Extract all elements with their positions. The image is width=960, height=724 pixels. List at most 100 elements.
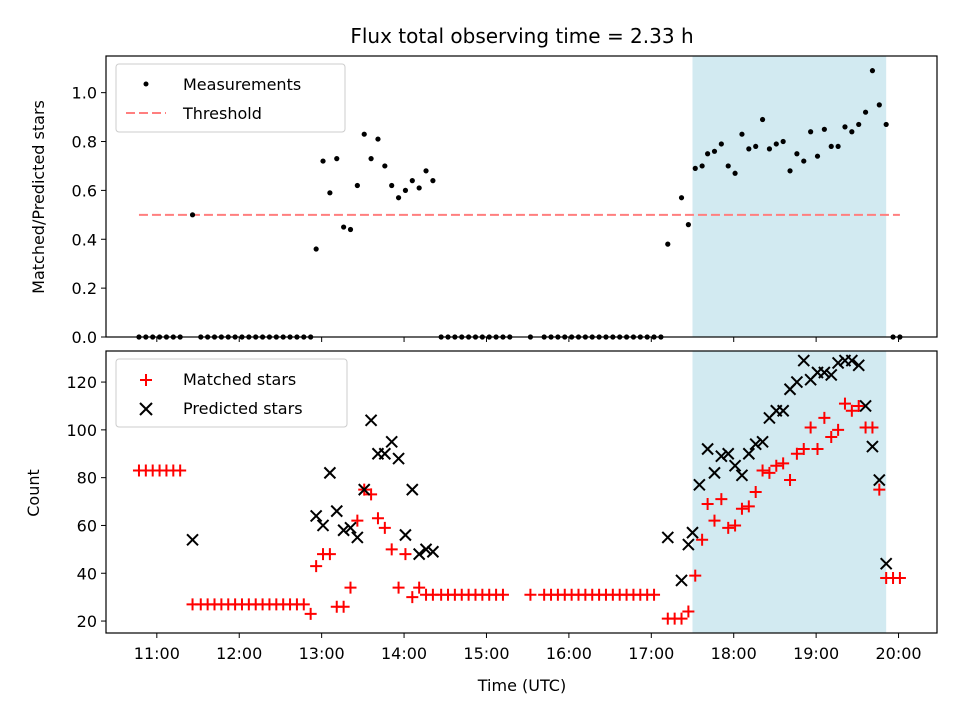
predicted-star-point	[818, 366, 831, 379]
x-tick-label: 11:00	[134, 644, 180, 663]
observing-window-shade	[692, 56, 887, 337]
matched-star-point	[722, 521, 735, 534]
predicted-star-point	[722, 447, 735, 460]
legend-threshold-label: Threshold	[182, 104, 262, 123]
predicted-star-point	[364, 414, 378, 427]
legend-measurements-marker	[143, 81, 149, 87]
y-tick-label: 60	[77, 516, 97, 535]
matched-star-point	[648, 588, 661, 601]
y-tick-label: 0.4	[72, 230, 97, 249]
measurement-point	[389, 182, 395, 189]
predicted-star-point	[859, 399, 872, 413]
measurement-point	[780, 138, 786, 145]
measurement-point	[189, 212, 196, 218]
measurement-point	[814, 153, 821, 159]
legend-predicted-marker	[139, 402, 153, 416]
y-tick-label: 1.0	[72, 84, 97, 103]
y-tick-label: 0.0	[72, 328, 97, 347]
matched-star-point	[735, 502, 748, 515]
measurement-point	[699, 163, 705, 169]
measurement-point	[711, 148, 718, 154]
matched-star-point	[696, 533, 709, 546]
count-axes-frame	[105, 350, 938, 634]
predicted-star-point	[682, 538, 695, 551]
x-tick-label: 18:00	[711, 644, 757, 663]
matched-star-point	[524, 588, 537, 601]
measurement-point	[320, 158, 326, 164]
matched-star-point	[804, 421, 817, 434]
matched-star-point	[323, 548, 336, 561]
predicted-star-point	[330, 504, 343, 518]
ratio-y-axis-label: Matched/Predicted stars	[29, 100, 48, 294]
measurement-point	[430, 178, 436, 184]
matched-star-point	[873, 483, 886, 496]
predicted-star-point	[309, 509, 323, 523]
predicted-star-point	[708, 466, 721, 480]
measurement-point	[354, 182, 360, 189]
predicted-star-point	[412, 547, 426, 561]
y-tick-label: 100	[66, 421, 97, 440]
legend-matched-marker	[140, 374, 152, 386]
measurement-point	[883, 121, 889, 128]
x-tick-label: 19:00	[793, 644, 839, 663]
y-tick-label: 120	[66, 373, 97, 392]
matched-star-point	[708, 514, 721, 527]
predicted-star-point	[693, 478, 706, 492]
matched-star-point	[866, 421, 879, 434]
matched-star-point	[832, 423, 845, 436]
measurement-point	[402, 187, 409, 193]
measurement-point	[862, 109, 869, 115]
measurement-point	[313, 246, 319, 252]
matched-star-point	[337, 600, 350, 613]
matched-star-point	[682, 605, 695, 618]
matched-star-point	[742, 500, 755, 513]
measurement-point	[409, 178, 415, 184]
matched-star-point	[715, 493, 728, 506]
matched-star-point	[344, 581, 357, 594]
legend-predicted-label: Predicted stars	[183, 399, 303, 418]
matched-star-point	[852, 399, 865, 412]
measurement-point	[395, 195, 402, 201]
measurement-point	[368, 156, 374, 162]
predicted-star-point	[385, 435, 398, 449]
matched-star-point	[675, 612, 688, 625]
measurement-point	[341, 224, 347, 230]
matched-star-point	[174, 464, 187, 477]
y-tick-label: 40	[77, 564, 97, 583]
matched-star-point	[838, 397, 851, 410]
predicted-star-point	[661, 531, 674, 544]
measurement-point	[705, 151, 711, 157]
y-tick-label: 0.8	[72, 133, 97, 152]
matched-star-point	[413, 581, 426, 594]
predicted-star-point	[852, 359, 865, 372]
predicted-star-points	[186, 354, 893, 587]
measurement-point	[739, 131, 745, 137]
measurement-point	[692, 165, 698, 171]
x-tick-label: 12:00	[216, 644, 262, 663]
measurement-point	[382, 163, 388, 169]
predicted-star-point	[358, 483, 371, 496]
matched-star-point	[365, 488, 378, 501]
x-tick-label: 16:00	[546, 644, 592, 663]
predicted-star-point	[742, 447, 756, 460]
measurement-point	[773, 141, 779, 147]
measurement-point	[347, 226, 354, 233]
measurement-point	[732, 170, 738, 176]
measurement-point	[787, 168, 793, 174]
predicted-star-point	[419, 543, 433, 556]
predicted-star-point	[749, 437, 762, 451]
matched-star-point	[392, 581, 405, 594]
matched-star-point	[297, 598, 310, 611]
predicted-star-point	[406, 483, 419, 496]
count-y-axis-label: Count	[24, 469, 43, 517]
predicted-star-point	[879, 557, 893, 570]
measurement-point	[801, 158, 807, 164]
matched-star-point	[310, 560, 323, 573]
predicted-star-point	[790, 375, 804, 389]
matched-star-point	[770, 459, 783, 472]
predicted-star-point	[866, 440, 879, 453]
matched-star-point	[729, 519, 742, 532]
predicted-star-point	[392, 452, 405, 465]
matched-star-point	[496, 588, 509, 601]
x-axis-label: Time (UTC)	[477, 676, 566, 695]
